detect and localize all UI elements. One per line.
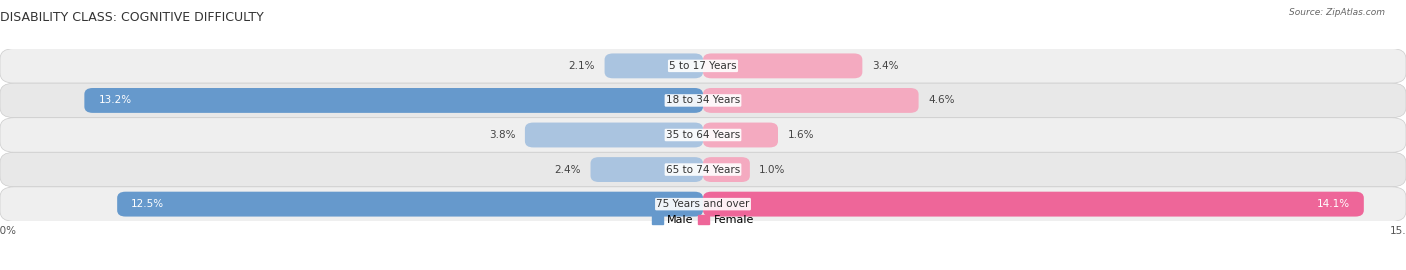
Text: 3.8%: 3.8%: [489, 130, 516, 140]
Text: 1.0%: 1.0%: [759, 164, 786, 175]
Text: 5 to 17 Years: 5 to 17 Years: [669, 61, 737, 71]
FancyBboxPatch shape: [0, 83, 1406, 118]
FancyBboxPatch shape: [703, 192, 1364, 217]
FancyBboxPatch shape: [605, 53, 703, 78]
FancyBboxPatch shape: [703, 53, 862, 78]
FancyBboxPatch shape: [591, 157, 703, 182]
FancyBboxPatch shape: [0, 187, 1406, 221]
Text: 65 to 74 Years: 65 to 74 Years: [666, 164, 740, 175]
Text: 3.4%: 3.4%: [872, 61, 898, 71]
FancyBboxPatch shape: [0, 152, 1406, 187]
Text: 1.6%: 1.6%: [787, 130, 814, 140]
Text: 13.2%: 13.2%: [98, 95, 132, 106]
Text: 2.1%: 2.1%: [568, 61, 595, 71]
Text: 18 to 34 Years: 18 to 34 Years: [666, 95, 740, 106]
Text: 4.6%: 4.6%: [928, 95, 955, 106]
Text: 75 Years and over: 75 Years and over: [657, 199, 749, 209]
Text: Source: ZipAtlas.com: Source: ZipAtlas.com: [1289, 8, 1385, 17]
Text: DISABILITY CLASS: COGNITIVE DIFFICULTY: DISABILITY CLASS: COGNITIVE DIFFICULTY: [0, 11, 264, 24]
Text: 14.1%: 14.1%: [1316, 199, 1350, 209]
FancyBboxPatch shape: [0, 49, 1406, 83]
Text: 35 to 64 Years: 35 to 64 Years: [666, 130, 740, 140]
Legend: Male, Female: Male, Female: [647, 211, 759, 230]
FancyBboxPatch shape: [703, 88, 918, 113]
FancyBboxPatch shape: [524, 123, 703, 147]
Text: 2.4%: 2.4%: [554, 164, 581, 175]
FancyBboxPatch shape: [703, 123, 778, 147]
FancyBboxPatch shape: [0, 118, 1406, 152]
FancyBboxPatch shape: [117, 192, 703, 217]
FancyBboxPatch shape: [84, 88, 703, 113]
Text: 12.5%: 12.5%: [131, 199, 165, 209]
FancyBboxPatch shape: [703, 157, 749, 182]
